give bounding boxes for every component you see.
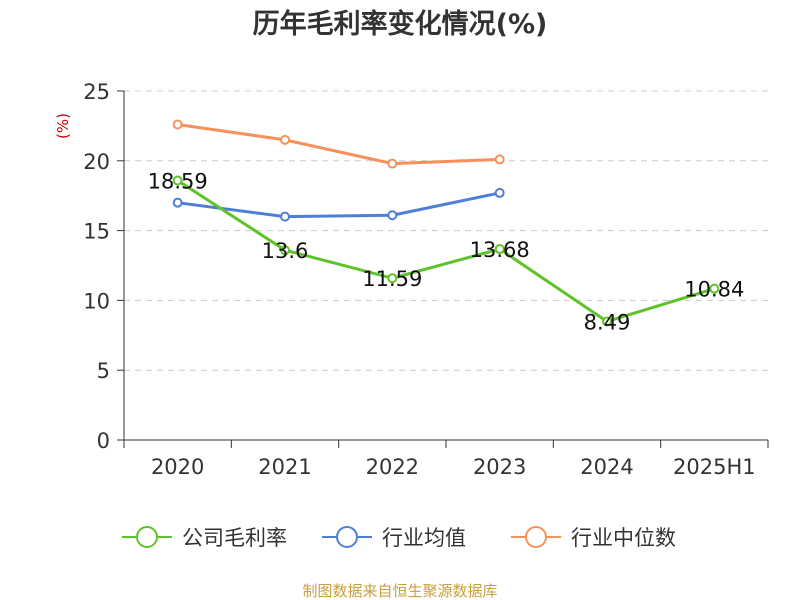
data-point xyxy=(280,245,290,256)
series-line xyxy=(176,179,715,323)
y-tick-label: 25 xyxy=(83,80,110,104)
y-tick-label: 5 xyxy=(97,359,110,383)
x-tick-label: 2021 xyxy=(258,455,311,479)
data-point xyxy=(494,154,505,165)
legend-marker xyxy=(525,526,547,548)
legend-label: 行业中位数 xyxy=(571,526,676,550)
legend-marker xyxy=(336,526,358,548)
y-tick-label: 20 xyxy=(83,150,110,174)
data-point xyxy=(387,273,398,284)
x-tick-label: 2024 xyxy=(580,455,633,479)
axes: 0 5 10 15 20 25 2020 2021 2022 2023 2024 2025H1 xyxy=(83,80,769,479)
series-line xyxy=(177,123,500,166)
data-point xyxy=(494,187,505,198)
data-point xyxy=(172,197,183,208)
legend-label: 公司毛利率 xyxy=(182,526,287,550)
grid xyxy=(124,90,768,371)
data-point xyxy=(602,316,612,327)
series xyxy=(172,119,720,327)
data-point xyxy=(387,210,398,221)
data-label: 8.49 xyxy=(584,310,631,334)
y-axis-unit: (%) xyxy=(54,113,72,139)
series-line xyxy=(177,191,500,219)
legend-marker xyxy=(136,526,158,548)
x-tick-label: 2020 xyxy=(151,455,204,479)
legend-label: 行业均值 xyxy=(382,526,466,550)
data-label: 13.6 xyxy=(262,239,309,263)
y-tick-label: 0 xyxy=(97,429,110,453)
data-label: 10.84 xyxy=(684,278,744,302)
y-tick-label: 10 xyxy=(83,289,110,313)
data-label: 18.59 xyxy=(148,169,208,193)
data-point xyxy=(280,211,290,222)
source-note: 制图数据来自恒生聚源数据库 xyxy=(302,582,497,600)
data-point xyxy=(172,119,183,130)
x-tick-label: 2023 xyxy=(473,455,526,479)
legend: 公司毛利率 行业均值 行业中位数 xyxy=(122,526,676,550)
data-point xyxy=(494,244,505,255)
data-label: 13.68 xyxy=(470,238,530,262)
data-point xyxy=(172,175,183,186)
data-label: 11.59 xyxy=(362,267,422,291)
data-labels: 18.59 13.6 11.59 13.68 8.49 10.84 xyxy=(148,169,745,334)
data-point xyxy=(387,158,398,169)
data-point xyxy=(709,283,720,294)
x-tick-label: 2025H1 xyxy=(673,455,756,479)
x-tick-label: 2022 xyxy=(366,455,419,479)
data-point xyxy=(280,134,290,145)
y-tick-label: 15 xyxy=(83,220,110,244)
chart-title: 历年毛利率变化情况(%) xyxy=(253,8,548,40)
